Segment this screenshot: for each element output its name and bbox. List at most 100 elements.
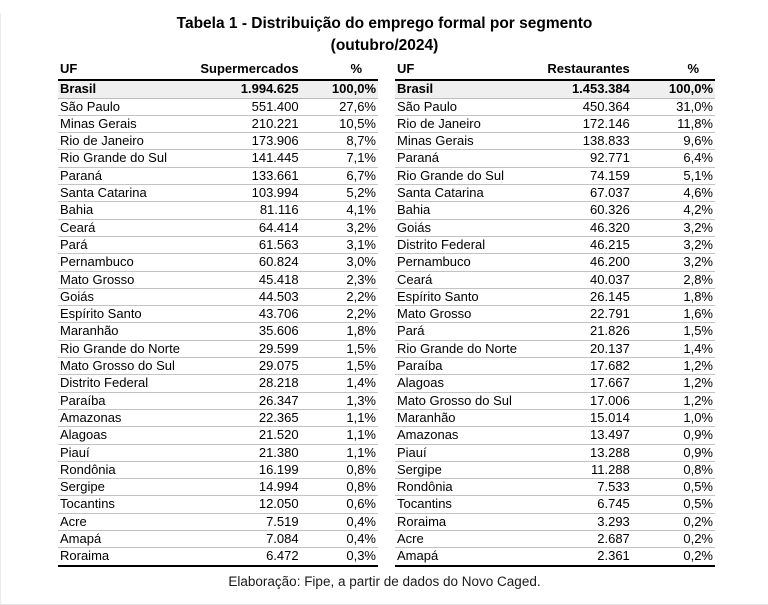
cell-pct: 1,2% (631, 374, 715, 393)
table-row: Mato Grosso do Sul 17.006 1,2% (395, 392, 715, 410)
cell-value: 28.218 (198, 374, 301, 393)
cell-value: 138.833 (539, 132, 632, 151)
cell-pct: 0,5% (631, 495, 715, 514)
report-page: { "page": { "title_line1": "Tabela 1 - D… (0, 13, 768, 605)
cell-pct: 0,2% (631, 513, 715, 532)
supermercados-table-body: São Paulo 551.400 27,6% Minas Gerais 210.221… (58, 98, 378, 567)
cell-pct: 1,1% (300, 409, 378, 428)
cell-uf: Espírito Santo (58, 305, 199, 324)
table-row: Paraíba 17.682 1,2% (395, 357, 715, 376)
table-row: Bahia 60.326 4,2% (395, 201, 715, 220)
cell-uf: Alagoas (395, 374, 539, 393)
cell-value: 60.824 (198, 253, 301, 272)
cell-uf: São Paulo (395, 98, 539, 116)
cell-uf: Distrito Federal (395, 236, 539, 255)
cell-uf: Alagoas (58, 426, 199, 445)
table-row: Rio Grande do Norte 29.599 1,5% (58, 340, 378, 359)
title-line-2: (outubro/2024) (330, 37, 439, 54)
cell-uf: Amapá (58, 530, 199, 549)
cell-uf: Pará (395, 322, 539, 341)
cell-uf: Espírito Santo (395, 288, 539, 307)
cell-uf: Goiás (58, 288, 199, 307)
table-row: Bahia 81.116 4,1% (58, 201, 378, 220)
cell-uf: Mato Grosso (395, 305, 539, 324)
cell-pct: 1,1% (300, 444, 378, 462)
cell-pct: 2,8% (631, 271, 715, 289)
cell-uf: Minas Gerais (58, 115, 199, 134)
cell-pct: 2,2% (300, 305, 378, 324)
cell-value: 7.084 (198, 530, 301, 549)
cell-value: 172.146 (539, 115, 632, 134)
cell-value: 22.791 (539, 305, 632, 324)
cell-uf: Rondônia (395, 478, 539, 497)
table-row: Goiás 46.320 3,2% (395, 219, 715, 237)
table-row: São Paulo 551.400 27,6% (58, 98, 378, 116)
cell-pct: 2,2% (300, 288, 378, 307)
table-row: Roraima 3.293 0,2% (395, 513, 715, 532)
cell-pct: 3,2% (631, 236, 715, 255)
table-row: Maranhão 15.014 1,0% (395, 409, 715, 428)
cell-uf: Acre (395, 530, 539, 549)
tables-container: UF Supermercados % Brasil 1.994.625 100,… (58, 61, 715, 567)
cell-value: 46.215 (539, 236, 632, 255)
column-header-uf: UF (395, 61, 539, 82)
table-row: Amazonas 22.365 1,1% (58, 409, 378, 428)
cell-value: 74.159 (539, 167, 632, 186)
table-row: Tocantins 6.745 0,5% (395, 495, 715, 514)
cell-uf: Tocantins (395, 495, 539, 514)
cell-pct: 4,2% (631, 201, 715, 220)
cell-uf: Rio de Janeiro (395, 115, 539, 134)
cell-pct: 1,5% (300, 340, 378, 359)
cell-uf: Amazonas (395, 426, 539, 445)
cell-pct: 1,2% (631, 392, 715, 410)
table-row: Rondônia 16.199 0,8% (58, 461, 378, 480)
cell-uf: Pará (58, 236, 199, 255)
header-row: UF Restaurantes % (395, 61, 715, 82)
cell-value: 133.661 (198, 167, 301, 186)
table-row: Alagoas 17.667 1,2% (395, 374, 715, 393)
cell-uf: Ceará (395, 271, 539, 289)
cell-uf: São Paulo (58, 98, 199, 116)
cell-value: 173.906 (198, 132, 301, 151)
cell-pct: 6,7% (300, 167, 378, 186)
cell-value: 2.687 (539, 530, 632, 549)
cell-pct: 1,5% (300, 357, 378, 376)
cell-uf: Sergipe (395, 461, 539, 480)
cell-value: 26.347 (198, 392, 301, 410)
cell-value: 29.599 (198, 340, 301, 359)
cell-uf: Rio de Janeiro (58, 132, 199, 151)
cell-pct: 27,6% (300, 98, 378, 116)
column-header-supermercados: Supermercados (198, 61, 301, 82)
cell-uf: Acre (58, 513, 199, 532)
table-row: Amapá 7.084 0,4% (58, 530, 378, 549)
cell-pct: 2,3% (300, 271, 378, 289)
cell-value: 17.682 (539, 357, 632, 376)
table-row: Mato Grosso do Sul 29.075 1,5% (58, 357, 378, 376)
column-header-percent: % (300, 61, 378, 82)
cell-value: 17.006 (539, 392, 632, 410)
cell-value: 11.288 (539, 461, 632, 480)
table-row: Mato Grosso 22.791 1,6% (395, 305, 715, 324)
cell-uf: Piauí (58, 444, 199, 462)
cell-uf: Ceará (58, 219, 199, 237)
table-row: Roraima 6.472 0,3% (58, 547, 378, 567)
cell-uf: Maranhão (58, 322, 199, 341)
cell-value: 15.014 (539, 409, 632, 428)
cell-value: 43.706 (198, 305, 301, 324)
cell-value: 6.472 (198, 547, 301, 567)
cell-pct: 3,2% (631, 253, 715, 272)
cell-pct: 4,6% (631, 184, 715, 203)
table-row: Espírito Santo 43.706 2,2% (58, 305, 378, 324)
cell-value: 13.288 (539, 444, 632, 462)
cell-uf: Rio Grande do Norte (58, 340, 199, 359)
cell-value: 64.414 (198, 219, 301, 237)
cell-value: 7.519 (198, 513, 301, 532)
table-row: Amazonas 13.497 0,9% (395, 426, 715, 445)
cell-pct: 9,6% (631, 132, 715, 151)
cell-pct: 3,2% (631, 219, 715, 237)
cell-uf: Bahia (395, 201, 539, 220)
restaurantes-table: UF Restaurantes % Brasil 1.453.384 100,0… (395, 61, 715, 567)
cell-value: 22.365 (198, 409, 301, 428)
cell-pct: 0,9% (631, 426, 715, 445)
cell-uf: Bahia (58, 201, 199, 220)
